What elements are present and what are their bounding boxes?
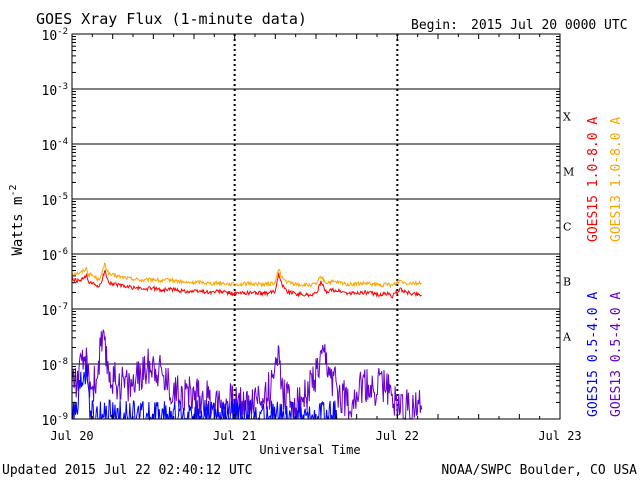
x-tick-label: Jul 23 bbox=[538, 429, 581, 443]
y-tick-label: 10-5 bbox=[42, 192, 69, 209]
footer-updated: Updated 2015 Jul 22 02:40:12 UTC bbox=[2, 463, 252, 478]
series-line-goes15-1-0-8-0-a bbox=[71, 269, 422, 299]
y-axis-label: Watts m-2 bbox=[8, 184, 26, 255]
x-tick-label: Jul 21 bbox=[213, 429, 256, 443]
legend-entry: GOES15 0.5-4.0 A bbox=[586, 292, 601, 417]
y-tick-label-base: 10 bbox=[42, 139, 58, 154]
y-tick-label: 10-6 bbox=[42, 247, 69, 264]
y-tick-label-exponent: -4 bbox=[57, 137, 68, 147]
flare-class-label: M bbox=[563, 166, 574, 179]
y-tick-label-exponent: -8 bbox=[57, 357, 68, 367]
x-tick-label: Jul 20 bbox=[50, 429, 93, 443]
y-tick-label-base: 10 bbox=[42, 359, 58, 374]
y-tick-label: 10-3 bbox=[42, 82, 69, 99]
y-tick-label: 10-4 bbox=[42, 137, 69, 154]
y-tick-label-base: 10 bbox=[42, 84, 58, 99]
y-tick-label-base: 10 bbox=[42, 194, 58, 209]
y-tick-label-base: 10 bbox=[42, 29, 58, 44]
chart-title: GOES Xray Flux (1-minute data) bbox=[36, 10, 307, 28]
y-tick-label-exponent: -2 bbox=[57, 27, 68, 37]
y-tick-label: 10-7 bbox=[42, 302, 69, 319]
legend-entry: GOES15 1.0-8.0 A bbox=[586, 117, 601, 242]
y-tick-label: 10-8 bbox=[42, 357, 69, 374]
plot-frame bbox=[71, 33, 561, 420]
x-tick-label: Jul 22 bbox=[376, 429, 419, 443]
y-tick-label-base: 10 bbox=[42, 249, 58, 264]
y-axis-label-exponent: -2 bbox=[8, 184, 19, 196]
y-axis-label-base: Watts m bbox=[10, 197, 26, 256]
y-tick-label-exponent: -3 bbox=[57, 82, 68, 92]
y-tick-label-exponent: -7 bbox=[57, 302, 68, 312]
flare-class-label: B bbox=[563, 276, 571, 289]
series-line-goes13-1-0-8-0-a bbox=[71, 262, 422, 289]
y-tick-label: 10-9 bbox=[42, 412, 69, 429]
legend-entry: GOES13 0.5-4.0 A bbox=[609, 292, 624, 417]
flare-class-label: X bbox=[563, 111, 571, 124]
y-tick-label-base: 10 bbox=[42, 304, 58, 319]
x-axis-label: Universal Time bbox=[259, 443, 360, 457]
y-tick-label-exponent: -9 bbox=[57, 412, 68, 422]
y-tick-label-base: 10 bbox=[42, 414, 58, 429]
y-tick-label-exponent: -5 bbox=[57, 192, 68, 202]
y-tick-label-exponent: -6 bbox=[57, 247, 68, 257]
y-tick-label: 10-2 bbox=[42, 27, 69, 44]
flare-class-label: A bbox=[562, 331, 572, 344]
footer-credit: NOAA/SWPC Boulder, CO USA bbox=[441, 463, 637, 478]
legend-entry: GOES13 1.0-8.0 A bbox=[609, 117, 624, 242]
begin-value: 2015 Jul 20 0000 UTC bbox=[471, 18, 628, 33]
flare-class-label: C bbox=[563, 221, 571, 234]
begin-label: Begin: bbox=[411, 18, 458, 33]
